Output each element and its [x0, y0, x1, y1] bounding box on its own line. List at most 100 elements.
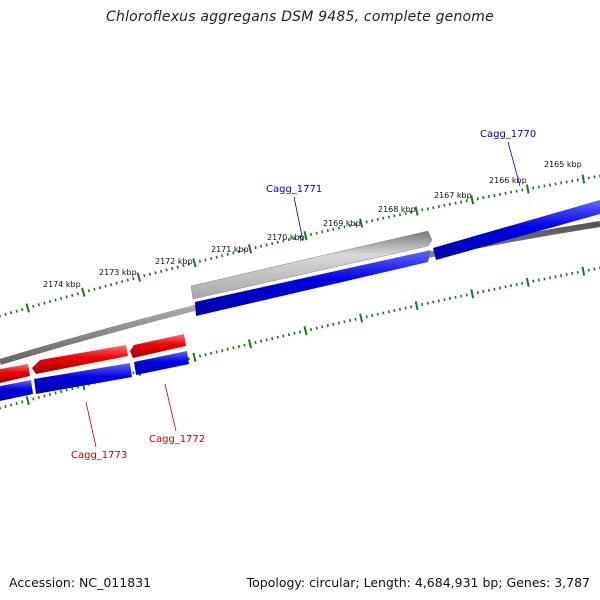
upper-minor-tick [498, 192, 502, 196]
lower-minor-tick [348, 318, 352, 323]
lower-minor-tick [482, 289, 485, 293]
lower-minor-tick [460, 294, 463, 298]
upper-minor-tick [437, 205, 440, 209]
gene-feature-plus-2[interactable] [134, 351, 189, 375]
lower-minor-tick [15, 401, 18, 406]
upper-minor-tick [4, 312, 7, 316]
upper-minor-tick [15, 309, 18, 313]
lower-minor-tick [365, 315, 368, 319]
upper-minor-tick [232, 251, 235, 255]
upper-minor-tick [221, 254, 224, 258]
lower-minor-tick [287, 333, 290, 337]
upper-minor-tick [226, 252, 229, 256]
upper-minor-tick [348, 224, 352, 228]
gene-feature-minus-edge[interactable] [0, 364, 30, 383]
upper-minor-tick [187, 262, 190, 266]
lower-minor-tick [548, 276, 552, 280]
lower-minor-tick [448, 296, 452, 301]
upper-minor-tick [398, 213, 402, 217]
gene-label-cagg-1770[interactable]: Cagg_1770 [480, 129, 536, 140]
upper-minor-tick [154, 271, 157, 275]
upper-minor-tick [243, 248, 246, 252]
upper-major-tick [359, 218, 364, 228]
lower-minor-tick [382, 311, 385, 315]
lower-minor-tick [504, 285, 507, 289]
upper-minor-tick [271, 242, 274, 246]
lower-minor-tick [215, 350, 218, 354]
upper-major-tick [81, 287, 86, 297]
genome-backbone [0, 221, 600, 365]
lower-major-tick [525, 277, 530, 287]
upper-minor-tick [165, 268, 168, 272]
upper-minor-tick [387, 215, 390, 219]
lower-minor-tick [498, 286, 502, 290]
upper-minor-tick [276, 240, 279, 244]
lower-minor-tick [43, 394, 46, 398]
gene-label-cagg-1773[interactable]: Cagg_1773 [71, 450, 127, 461]
upper-minor-tick [104, 284, 107, 288]
upper-major-tick [247, 244, 253, 254]
lower-minor-tick [321, 325, 324, 329]
gene-label-cagg-1772[interactable]: Cagg_1772 [149, 434, 205, 445]
lower-minor-tick [326, 324, 329, 328]
upper-minor-tick [98, 286, 102, 290]
upper-minor-tick [93, 287, 96, 291]
upper-minor-tick [43, 301, 46, 305]
gene-feature-cagg-1771-selected[interactable] [190, 230, 433, 300]
upper-minor-tick [465, 199, 468, 203]
tick-label-2172: 2172 kbp [155, 257, 193, 266]
upper-minor-tick [121, 280, 124, 284]
lower-major-tick [192, 352, 197, 362]
lower-minor-tick [371, 313, 374, 318]
tick-label-2167: 2167 kbp [434, 191, 472, 200]
upper-minor-tick [176, 265, 179, 269]
upper-minor-tick [337, 226, 340, 230]
lower-minor-tick [337, 321, 340, 325]
upper-minor-tick [198, 259, 202, 263]
lower-minor-tick [343, 320, 346, 324]
gene-feature-plus-edge[interactable] [0, 380, 33, 401]
upper-minor-tick [443, 203, 446, 207]
gene-feature-plus-1[interactable] [195, 250, 431, 316]
upper-minor-tick [365, 220, 368, 224]
upper-minor-tick [87, 289, 91, 293]
upper-minor-tick [576, 178, 579, 182]
gene-feature-plus-3[interactable] [34, 363, 132, 394]
lower-minor-tick [37, 395, 41, 400]
lower-minor-tick [237, 344, 240, 349]
lower-minor-tick [354, 317, 357, 321]
tick-label-2173: 2173 kbp [99, 268, 137, 277]
gene-feature-cagg-1773[interactable] [32, 345, 128, 374]
upper-minor-tick [310, 232, 313, 236]
upper-minor-tick [210, 256, 213, 261]
lower-minor-tick [310, 327, 313, 331]
map-title: Chloroflexus aggregans DSM 9485, complet… [106, 9, 494, 25]
gene-label-cagg-1771[interactable]: Cagg_1771 [266, 184, 322, 195]
lower-minor-tick [576, 270, 579, 274]
upper-minor-tick [326, 229, 329, 233]
lower-minor-tick [187, 357, 190, 361]
lower-minor-tick [454, 295, 457, 299]
lower-minor-tick [510, 284, 513, 288]
lower-minor-tick [132, 371, 135, 375]
upper-minor-tick [571, 179, 574, 183]
gene-feature-cagg-1772[interactable] [130, 334, 186, 358]
lower-minor-tick [265, 338, 268, 342]
upper-major-tick [25, 303, 30, 313]
lower-minor-tick [71, 387, 74, 391]
lower-minor-tick [260, 339, 263, 343]
upper-minor-tick [265, 243, 268, 247]
upper-minor-tick [71, 293, 74, 297]
upper-minor-tick [182, 263, 185, 268]
upper-minor-tick [382, 216, 385, 220]
upper-minor-tick [32, 304, 35, 308]
upper-minor-tick [287, 238, 290, 242]
gene-feature-cagg-1770[interactable] [433, 200, 600, 260]
upper-minor-tick [404, 211, 407, 216]
upper-major-tick [192, 258, 197, 268]
upper-minor-tick [109, 283, 113, 287]
lower-minor-tick [54, 391, 57, 395]
upper-minor-tick [426, 207, 429, 211]
